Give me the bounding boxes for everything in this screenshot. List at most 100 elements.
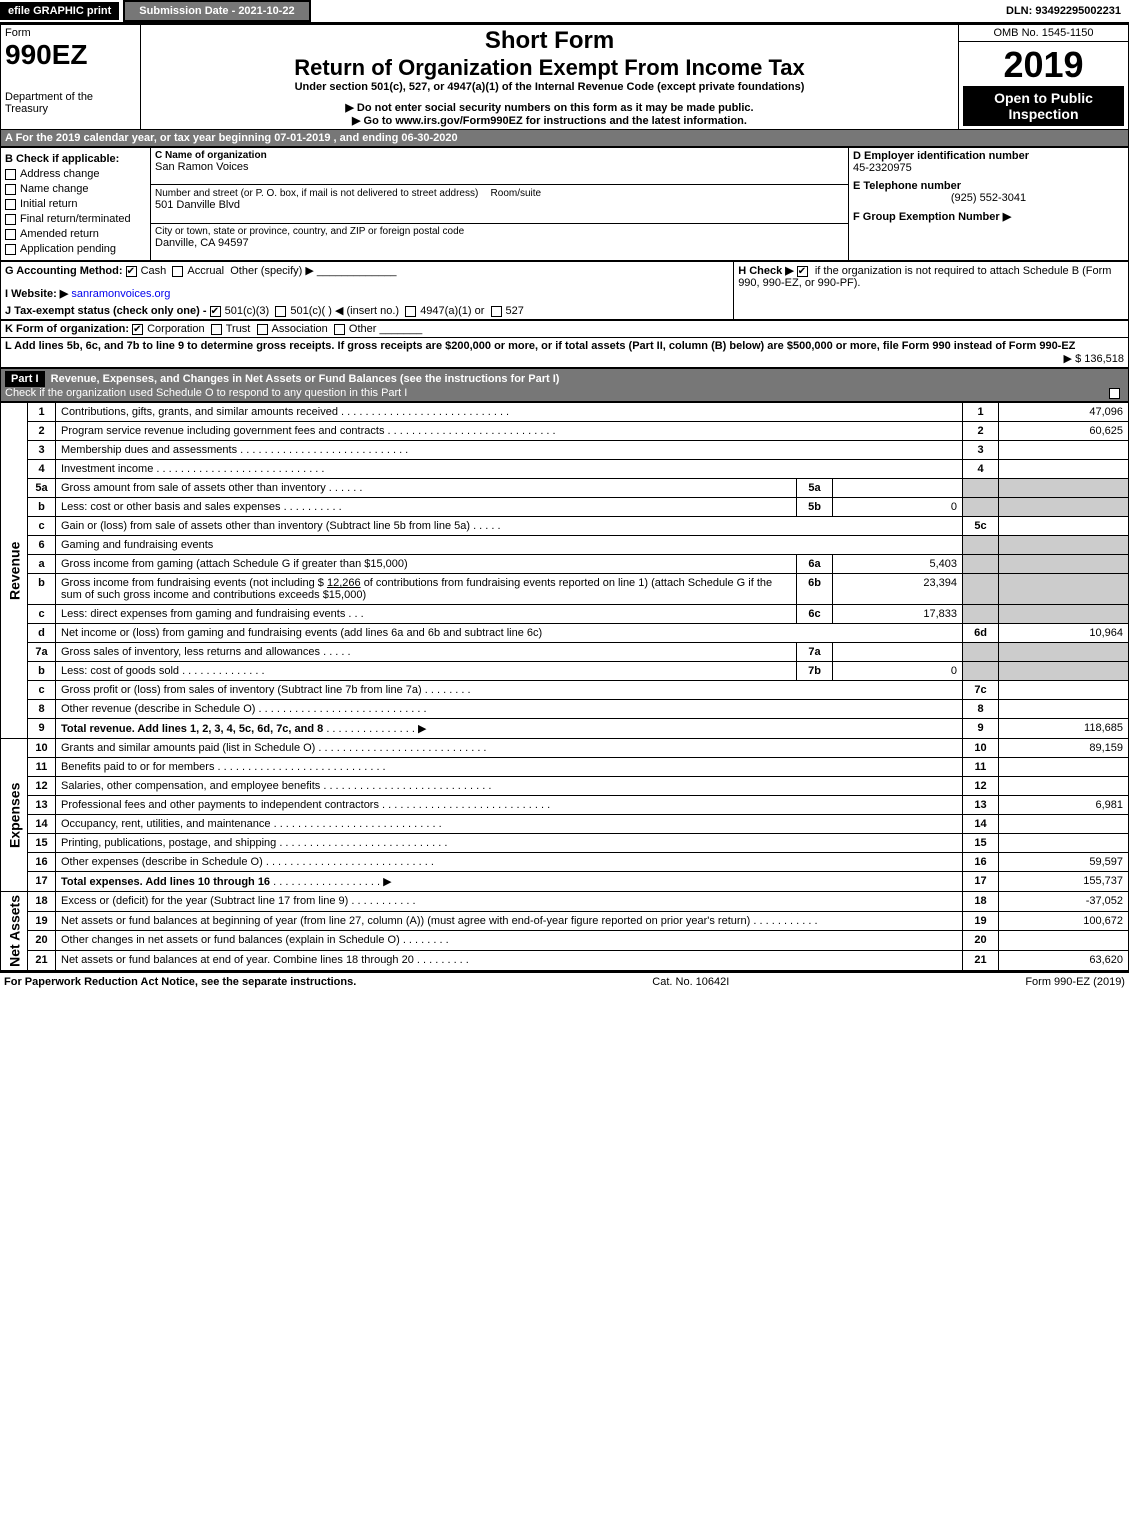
line-16-desc: Other expenses (describe in Schedule O) xyxy=(56,853,963,872)
check-accrual[interactable] xyxy=(172,266,183,277)
check-assoc[interactable] xyxy=(257,324,268,335)
part1-label: Part I xyxy=(5,371,45,387)
line-17-val: 155,737 xyxy=(999,872,1129,892)
line-2-val: 60,625 xyxy=(999,422,1129,441)
title-short-form: Short Form xyxy=(145,27,954,55)
accrual-label: Accrual xyxy=(187,265,224,277)
paperwork-notice: For Paperwork Reduction Act Notice, see … xyxy=(4,976,356,988)
telephone: (925) 552-3041 xyxy=(853,192,1124,204)
check-schedule-o[interactable] xyxy=(1109,388,1120,399)
line-12-desc: Salaries, other compensation, and employ… xyxy=(56,777,963,796)
form-number: 990EZ xyxy=(5,39,136,71)
under-section: Under section 501(c), 527, or 4947(a)(1)… xyxy=(145,81,954,93)
check-other-org[interactable] xyxy=(334,324,345,335)
part1-header: Part I Revenue, Expenses, and Changes in… xyxy=(0,368,1129,402)
netassets-section-label: Net Assets xyxy=(1,892,28,971)
check-h[interactable] xyxy=(797,266,808,277)
submission-date: Submission Date - 2021-10-22 xyxy=(123,0,310,22)
check-501c[interactable] xyxy=(275,306,286,317)
tax-year: 2019 xyxy=(963,44,1124,86)
check-amended-return[interactable]: Amended return xyxy=(5,228,146,240)
line-6b-desc: Gross income from fundraising events (no… xyxy=(56,574,797,605)
gh-block: G Accounting Method: Cash Accrual Other … xyxy=(0,261,1129,320)
check-application-pending[interactable]: Application pending xyxy=(5,243,146,255)
line-1-box: 1 xyxy=(963,403,999,422)
check-address-change[interactable]: Address change xyxy=(5,168,146,180)
line-7c-desc: Gross profit or (loss) from sales of inv… xyxy=(56,681,963,700)
top-bar: efile GRAPHIC print Submission Date - 20… xyxy=(0,0,1129,24)
check-trust[interactable] xyxy=(211,324,222,335)
line-10-desc: Grants and similar amounts paid (list in… xyxy=(56,739,963,758)
expenses-section-label: Expenses xyxy=(1,739,28,892)
line-5b-desc: Less: cost or other basis and sales expe… xyxy=(56,498,797,517)
line-9-val: 118,685 xyxy=(999,719,1129,739)
org-name: San Ramon Voices xyxy=(155,161,844,173)
box-c-street-label: Number and street (or P. O. box, if mail… xyxy=(155,188,478,199)
website-link[interactable]: sanramonvoices.org xyxy=(71,288,170,300)
line-19-val: 100,672 xyxy=(999,911,1129,931)
line-6a-val: 5,403 xyxy=(833,555,963,574)
dept-treasury: Department of the Treasury xyxy=(5,91,136,115)
line-1-val: 47,096 xyxy=(999,403,1129,422)
check-final-return[interactable]: Final return/terminated xyxy=(5,213,146,225)
check-initial-return[interactable]: Initial return xyxy=(5,198,146,210)
open-to-public: Open to Public Inspection xyxy=(963,86,1124,126)
check-4947[interactable] xyxy=(405,306,416,317)
entity-block: B Check if applicable: Address change Na… xyxy=(0,147,1129,261)
line-6a-desc: Gross income from gaming (attach Schedul… xyxy=(56,555,797,574)
part1-title: Revenue, Expenses, and Changes in Net As… xyxy=(51,373,560,385)
line-5c-desc: Gain or (loss) from sale of assets other… xyxy=(56,517,963,536)
goto-link[interactable]: ▶ Go to www.irs.gov/Form990EZ for instru… xyxy=(145,114,954,127)
check-527[interactable] xyxy=(491,306,502,317)
line-9-desc: Total revenue. Add lines 1, 2, 3, 4, 5c,… xyxy=(56,719,963,739)
line-6d-val: 10,964 xyxy=(999,624,1129,643)
line-7b-desc: Less: cost of goods sold . . . . . . . .… xyxy=(56,662,797,681)
line-5a-desc: Gross amount from sale of assets other t… xyxy=(56,479,797,498)
ein: 45-2320975 xyxy=(853,162,1124,174)
cash-label: Cash xyxy=(141,265,167,277)
revenue-section-label: Revenue xyxy=(1,403,28,739)
cat-no: Cat. No. 10642I xyxy=(652,976,729,988)
kl-block: K Form of organization: Corporation Trus… xyxy=(0,320,1129,368)
line-3-desc: Membership dues and assessments xyxy=(56,441,963,460)
city-state-zip: Danville, CA 94597 xyxy=(155,237,844,249)
box-k-label: K Form of organization: xyxy=(5,323,129,335)
room-suite-label: Room/suite xyxy=(491,188,542,199)
box-c-city-label: City or town, state or province, country… xyxy=(155,226,844,237)
box-e-label: E Telephone number xyxy=(853,180,1124,192)
efile-label: efile GRAPHIC print xyxy=(0,2,119,20)
ssn-warning: ▶ Do not enter social security numbers o… xyxy=(145,101,954,114)
box-f-label: F Group Exemption Number ▶ xyxy=(853,210,1124,223)
line-13-desc: Professional fees and other payments to … xyxy=(56,796,963,815)
box-l-amount: ▶ $ 136,518 xyxy=(1064,352,1124,365)
check-501c3[interactable] xyxy=(210,306,221,317)
line-7b-val: 0 xyxy=(833,662,963,681)
check-corp[interactable] xyxy=(132,324,143,335)
line-7a-desc: Gross sales of inventory, less returns a… xyxy=(56,643,797,662)
line-8-desc: Other revenue (describe in Schedule O) xyxy=(56,700,963,719)
line-17-desc: Total expenses. Add lines 10 through 16 … xyxy=(56,872,963,892)
line-10-val: 89,159 xyxy=(999,739,1129,758)
period-line-a: A For the 2019 calendar year, or tax yea… xyxy=(1,130,1129,147)
box-l-text: L Add lines 5b, 6c, and 7b to line 9 to … xyxy=(5,340,1075,352)
line-11-desc: Benefits paid to or for members xyxy=(56,758,963,777)
box-i-label: I Website: ▶ xyxy=(5,288,68,300)
line-20-desc: Other changes in net assets or fund bala… xyxy=(56,931,963,951)
form-version: Form 990-EZ (2019) xyxy=(1025,976,1125,988)
line-15-desc: Printing, publications, postage, and shi… xyxy=(56,834,963,853)
form-header: Form 990EZ Department of the Treasury Sh… xyxy=(0,24,1129,147)
box-h-text: if the organization is not required to a… xyxy=(738,265,1111,289)
box-d-label: D Employer identification number xyxy=(853,150,1124,162)
check-cash[interactable] xyxy=(126,266,137,277)
line-21-val: 63,620 xyxy=(999,951,1129,971)
check-name-change[interactable]: Name change xyxy=(5,183,146,195)
line-21-desc: Net assets or fund balances at end of ye… xyxy=(56,951,963,971)
box-c-name-label: C Name of organization xyxy=(155,150,844,161)
lines-table: Revenue 1 Contributions, gifts, grants, … xyxy=(0,402,1129,971)
omb-number: OMB No. 1545-1150 xyxy=(959,25,1129,42)
line-6c-val: 17,833 xyxy=(833,605,963,624)
form-label: Form xyxy=(5,27,136,39)
dln: DLN: 93492295002231 xyxy=(998,2,1129,20)
line-13-val: 6,981 xyxy=(999,796,1129,815)
line-14-desc: Occupancy, rent, utilities, and maintena… xyxy=(56,815,963,834)
